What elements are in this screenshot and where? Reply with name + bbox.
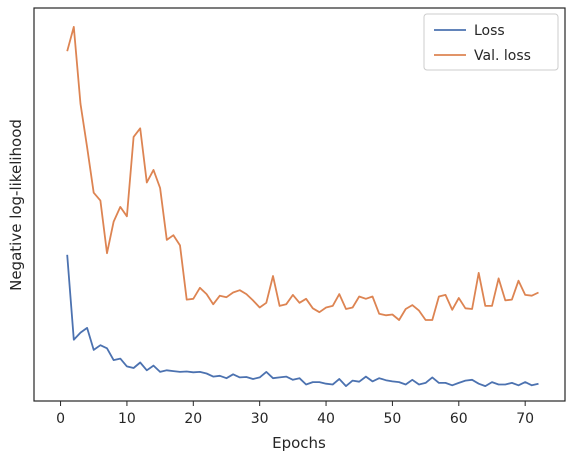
x-tick-label: 30 xyxy=(251,411,269,427)
y-axis-label: Negative log-likelihood xyxy=(7,119,25,291)
series-layer xyxy=(66,25,539,388)
plot-background xyxy=(34,8,565,401)
x-tick-label: 50 xyxy=(384,411,402,427)
legend-box xyxy=(423,13,559,71)
x-axis-ticks: 0 10 20 30 40 50 60 70 xyxy=(56,401,534,427)
legend: Loss Val. loss xyxy=(423,13,559,71)
x-tick-label: 70 xyxy=(516,411,534,427)
x-tick-label: 20 xyxy=(184,411,202,427)
x-tick-label: 10 xyxy=(118,411,136,427)
series-line-loss xyxy=(66,254,539,388)
series-line-val-loss xyxy=(66,25,539,321)
x-tick-label: 0 xyxy=(56,411,65,427)
legend-label-loss: Loss xyxy=(474,23,505,39)
x-axis-label: Epochs xyxy=(272,434,326,452)
x-tick-label: 60 xyxy=(450,411,468,427)
x-tick-label: 40 xyxy=(317,411,335,427)
legend-label-val-loss: Val. loss xyxy=(474,48,531,64)
plot-frame xyxy=(33,7,566,402)
